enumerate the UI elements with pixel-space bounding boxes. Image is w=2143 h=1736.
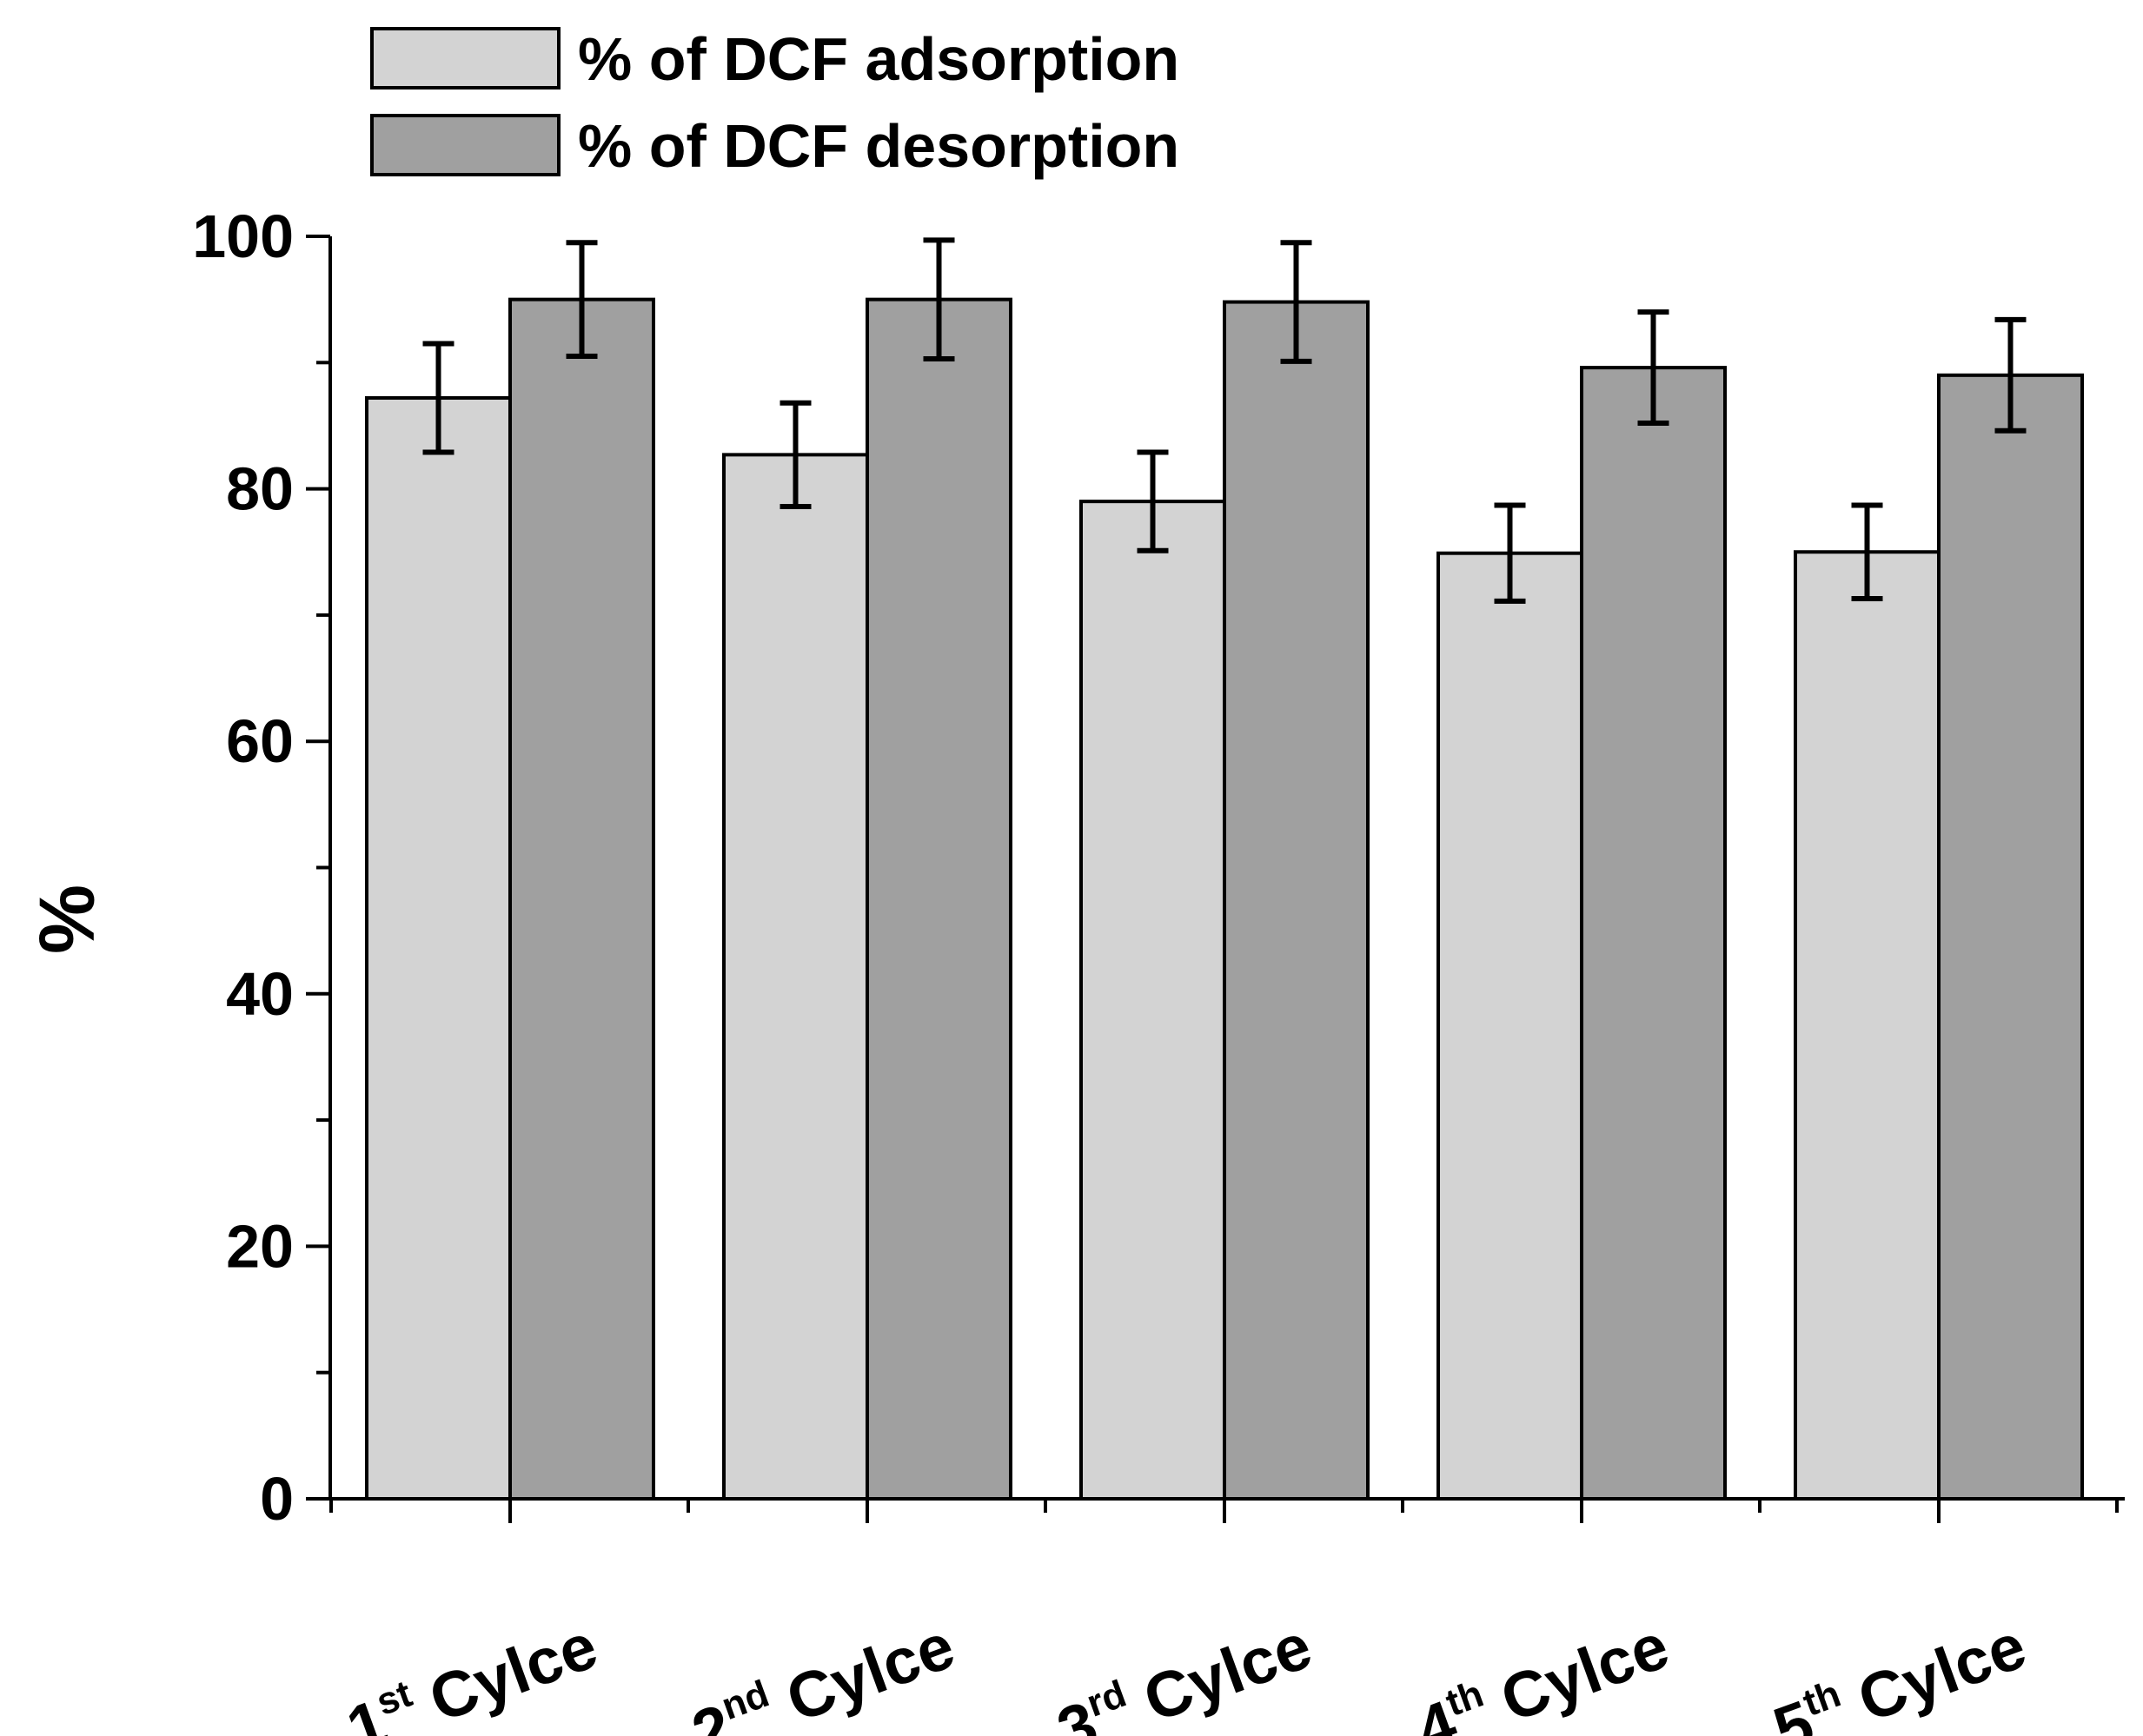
- bar-desorption-3: [1223, 300, 1370, 1501]
- y-tick-label: 60: [226, 707, 294, 775]
- x-tick-label: 5th Cylce: [1764, 1607, 2035, 1736]
- x-tick-label-text: Cylce: [403, 1609, 606, 1736]
- x-tick-label-text: Cylce: [1475, 1609, 1677, 1736]
- plot-area: 0 20 40 60 80 100 1st Cylce 2nd Cylce 3rd Cylce 4…: [192, 202, 2125, 1736]
- y-tick-label: 20: [226, 1212, 294, 1280]
- bar-adsorption-2: [722, 453, 869, 1501]
- x-tick-label: 2nd Cylce: [682, 1607, 963, 1736]
- x-tick-label-text: Cylce: [760, 1609, 963, 1736]
- x-tick-label: 1st Cylce: [337, 1607, 606, 1736]
- bar-adsorption-1: [365, 395, 512, 1501]
- bar-desorption-5: [1937, 373, 2084, 1501]
- y-tick-label: 0: [260, 1465, 294, 1533]
- y-tick-label: 100: [192, 202, 294, 270]
- y-tick-label: 40: [226, 960, 294, 1028]
- bar-desorption-4: [1580, 366, 1727, 1501]
- legend-swatch-desorption: [370, 114, 561, 176]
- legend: % of DCF adsorption % of DCF desorption: [370, 25, 1179, 180]
- bar-adsorption-4: [1436, 551, 1583, 1501]
- legend-label-desorption: % of DCF desorption: [578, 112, 1179, 180]
- y-axis-label: %: [24, 885, 111, 954]
- x-tick-label-text: Cylce: [1118, 1609, 1320, 1736]
- bar-desorption-1: [508, 297, 655, 1501]
- x-tick-label: 4th Cylce: [1407, 1607, 1678, 1736]
- bar-desorption-2: [866, 297, 1012, 1501]
- x-tick-label-text: Cylce: [1832, 1609, 2034, 1736]
- bar-adsorption-5: [1794, 550, 1941, 1501]
- bar-adsorption-3: [1079, 500, 1226, 1501]
- y-tick-label: 80: [226, 455, 294, 523]
- legend-swatch-adsorption: [370, 27, 561, 89]
- legend-label-adsorption: % of DCF adsorption: [578, 25, 1179, 93]
- x-tick-label: 3rd Cylce: [1047, 1607, 1320, 1736]
